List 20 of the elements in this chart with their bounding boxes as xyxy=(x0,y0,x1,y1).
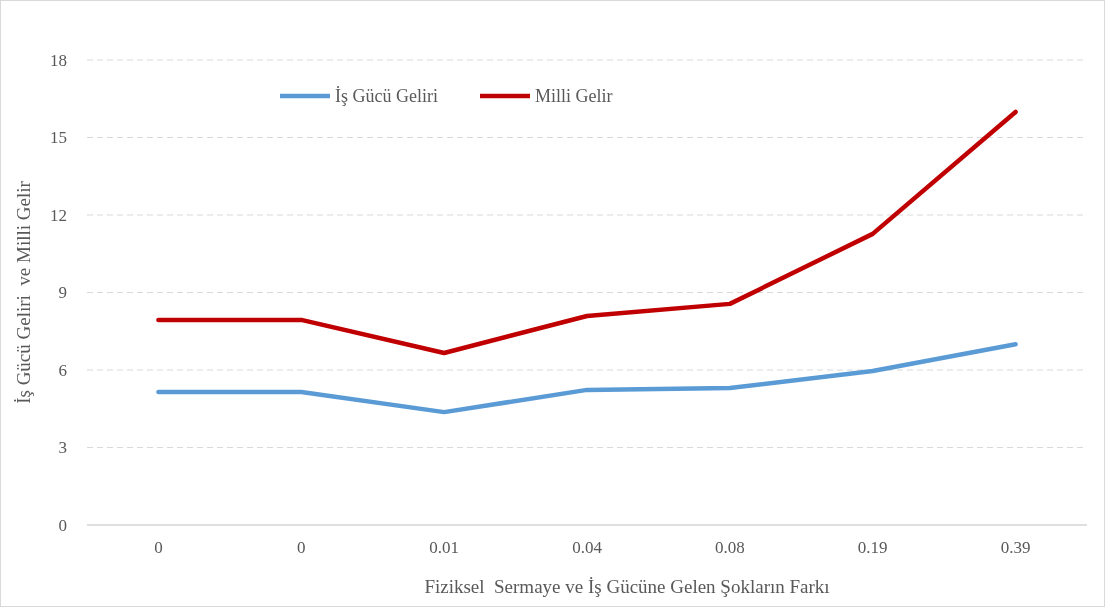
y-tick-label: 6 xyxy=(58,360,67,380)
x-tick-label: 0.39 xyxy=(1000,538,1031,557)
x-tick-label: 0.01 xyxy=(429,538,460,557)
y-axis-title: İş Gücü Geliri ve Milli Gelir xyxy=(13,180,34,404)
line-series xyxy=(156,341,1018,415)
y-tick-label: 3 xyxy=(58,438,67,458)
y-tick-label: 9 xyxy=(58,283,67,303)
x-tick-label: 0 xyxy=(297,538,306,557)
x-tick-label: 0 xyxy=(154,538,163,557)
y-tick-label: 15 xyxy=(50,128,67,148)
x-tick-label: 0.08 xyxy=(714,538,745,557)
y-tick-label: 12 xyxy=(50,205,67,225)
x-axis-title: Fiziksel Sermaye ve İş Gücüne Gelen Şokların Farkı xyxy=(424,576,830,597)
y-tick-label: 18 xyxy=(50,50,67,70)
legend-label: Milli Gelir xyxy=(535,86,613,107)
x-tick-label: 0.19 xyxy=(857,538,888,557)
y-tick-label: 0 xyxy=(58,515,67,535)
legend-label: İş Gücü Geliri xyxy=(335,86,438,107)
x-tick-label: 0.04 xyxy=(572,538,603,557)
line-series xyxy=(156,109,1018,356)
